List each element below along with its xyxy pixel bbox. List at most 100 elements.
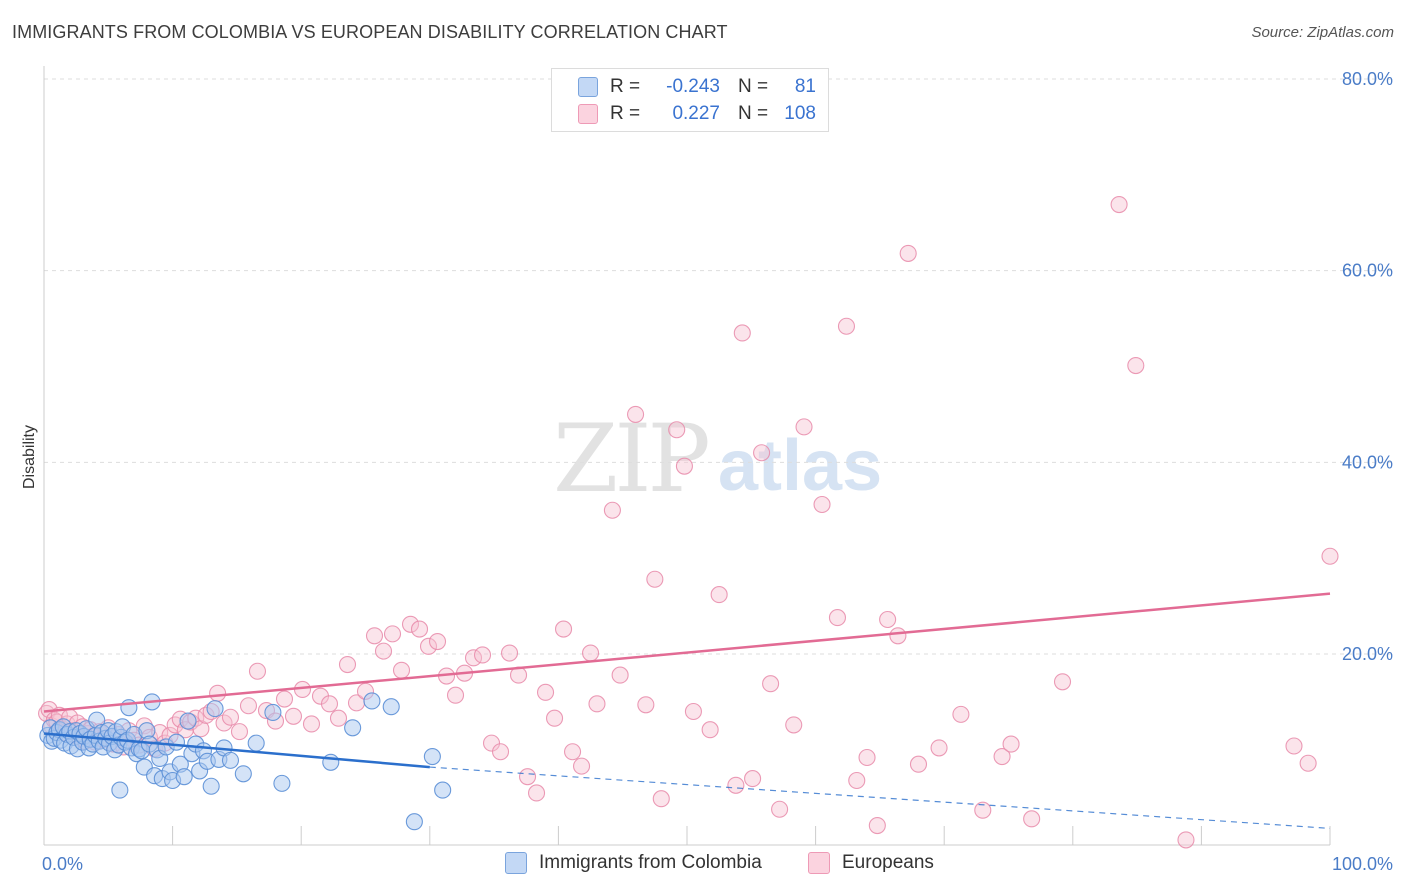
data-point-europeans: [848, 771, 866, 790]
data-point-colombia: [273, 774, 291, 792]
legend-r-value: -0.243: [666, 76, 720, 97]
data-point-colombia: [111, 781, 129, 799]
data-point-europeans: [401, 615, 420, 633]
watermark-zip: ZIP: [553, 405, 711, 514]
data-point-europeans: [762, 675, 780, 693]
x-tick-label: 100.0%: [1332, 854, 1393, 874]
data-point-colombia: [179, 712, 197, 730]
data-point-colombia: [202, 777, 220, 795]
y-tick-label: 40.0%: [1342, 452, 1393, 472]
data-point-europeans: [221, 708, 240, 726]
data-point-europeans: [239, 697, 258, 715]
data-point-europeans: [952, 705, 970, 723]
data-point-colombia: [423, 747, 441, 766]
correlation-legend: R = -0.243 N = 81 R = 0.227 N = 108: [551, 68, 829, 132]
data-point-europeans: [572, 757, 591, 775]
data-point-europeans: [889, 627, 907, 645]
trend-line-colombia-extension: [429, 766, 1331, 830]
data-point-colombia: [206, 700, 224, 718]
trend-line-colombia: [43, 732, 430, 769]
data-point-europeans: [837, 317, 856, 335]
data-point-europeans: [1127, 356, 1145, 375]
data-point-europeans: [611, 666, 629, 684]
data-point-europeans: [899, 244, 917, 262]
data-point-europeans: [554, 620, 573, 638]
data-point-europeans: [771, 800, 789, 818]
source-label: Source: ZipAtlas.com: [1251, 24, 1394, 41]
data-point-europeans: [684, 702, 702, 721]
data-point-europeans: [668, 421, 686, 439]
data-point-europeans: [710, 586, 728, 604]
data-point-europeans: [482, 734, 501, 752]
watermark-atlas: atlas: [718, 426, 883, 506]
data-point-europeans: [446, 686, 465, 704]
data-point-europeans: [500, 644, 519, 662]
data-point-europeans: [320, 695, 339, 713]
data-point-europeans: [795, 418, 813, 436]
data-point-europeans: [302, 715, 321, 733]
data-point-europeans: [828, 609, 847, 627]
data-point-europeans: [230, 723, 249, 741]
data-point-europeans: [603, 501, 621, 519]
data-point-europeans: [284, 707, 303, 725]
data-point-europeans: [1110, 195, 1128, 214]
data-point-europeans: [868, 816, 886, 835]
trend-lines: [43, 592, 1331, 830]
data-point-europeans: [1285, 737, 1303, 755]
data-point-europeans: [518, 768, 537, 786]
legend-item-europeans: Europeans: [808, 852, 934, 874]
data-point-europeans: [744, 770, 762, 788]
data-point-europeans: [491, 743, 510, 761]
data-point-colombia: [234, 765, 252, 783]
data-point-europeans: [248, 662, 267, 680]
data-point-europeans: [813, 495, 831, 514]
data-point-europeans: [652, 790, 670, 808]
data-point-europeans: [428, 632, 447, 651]
data-point-europeans: [637, 696, 655, 714]
data-point-europeans: [627, 405, 645, 423]
data-point-europeans: [275, 690, 294, 708]
legend-n-value: 81: [794, 76, 816, 97]
series-legend: Immigrants from Colombia Europeans: [0, 852, 1406, 876]
data-point-colombia: [175, 768, 193, 786]
data-point-colombia: [344, 719, 362, 737]
data-point-europeans: [727, 776, 745, 794]
data-point-europeans: [909, 755, 928, 773]
data-point-europeans: [563, 743, 582, 761]
data-point-europeans: [993, 747, 1011, 766]
data-point-europeans: [209, 684, 227, 702]
legend-swatch-blue: [578, 77, 598, 97]
y-tick-label: 20.0%: [1342, 644, 1393, 664]
data-point-europeans: [974, 801, 992, 819]
data-point-europeans: [410, 620, 429, 638]
data-point-europeans: [753, 444, 771, 462]
data-point-europeans: [879, 610, 897, 629]
data-point-colombia: [264, 703, 282, 722]
legend-n-label: N =: [738, 76, 769, 97]
data-point-europeans: [1023, 810, 1041, 828]
data-point-europeans: [419, 637, 438, 655]
legend-label-europeans: Europeans: [842, 852, 934, 873]
data-point-europeans: [374, 642, 393, 660]
axis-labels: 20.0% 40.0% 60.0% 80.0% 0.0% 100.0% Disability: [21, 69, 1393, 874]
legend-n-label: N =: [738, 103, 769, 124]
data-point-colombia: [434, 781, 452, 799]
data-point-europeans: [581, 644, 600, 662]
data-point-europeans: [215, 714, 233, 732]
data-point-europeans: [1002, 735, 1020, 753]
legend-r-label: R =: [610, 103, 641, 124]
data-point-europeans: [785, 716, 803, 734]
data-point-europeans: [646, 570, 664, 588]
x-tick-label: 0.0%: [42, 854, 83, 874]
data-point-europeans: [365, 627, 384, 645]
data-point-europeans: [473, 646, 492, 664]
legend-r-label: R =: [610, 76, 641, 97]
data-point-europeans: [1321, 547, 1339, 565]
data-point-europeans: [930, 739, 948, 757]
data-point-europeans: [545, 709, 564, 727]
data-point-europeans: [392, 661, 411, 679]
data-point-europeans: [536, 683, 555, 701]
legend-item-colombia: Immigrants from Colombia: [505, 852, 762, 874]
data-point-europeans: [675, 457, 693, 475]
